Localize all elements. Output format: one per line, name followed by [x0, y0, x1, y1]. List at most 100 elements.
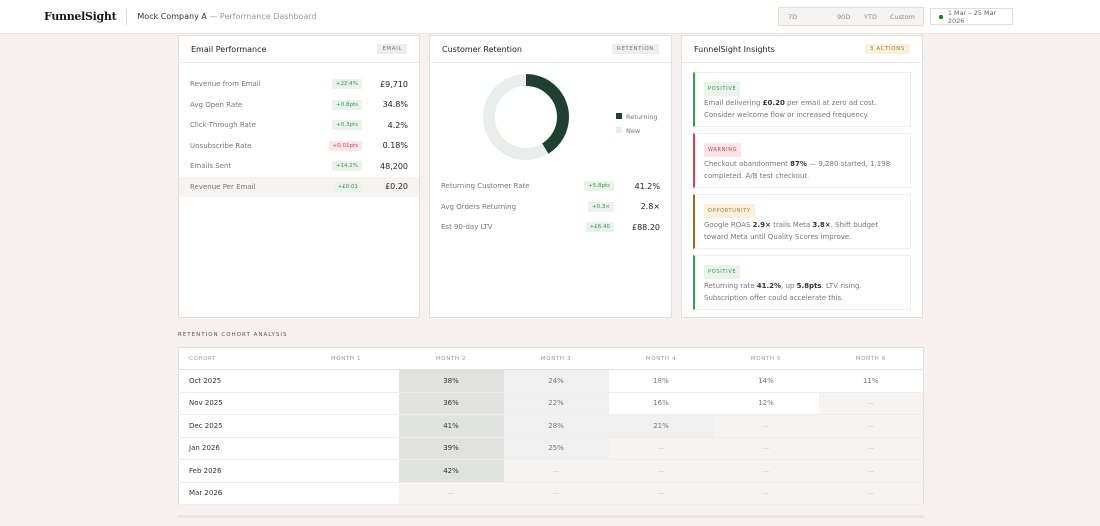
insight-text: , up [781, 282, 797, 290]
metric-label: Revenue Per Email [190, 182, 256, 191]
table-row: Nov 2025 36% 22% 16% 12% — [178, 392, 924, 415]
cohort-cell: 11% [818, 369, 924, 393]
range-90d[interactable]: 90D [837, 12, 851, 21]
metric-label: Unsubscribe Rate [190, 141, 252, 150]
metric-value: 0.18% [382, 141, 408, 151]
metric-row: Revenue Per Email +£0.01 £0.20 [179, 176, 419, 197]
cohort-cell: — [818, 414, 924, 438]
insight-text: 5.8pts [796, 282, 822, 290]
insight-text: . LTV rising. Subscription offer could a… [704, 282, 862, 302]
delta-badge: +£6.40 [585, 222, 614, 233]
metric-value: £0.20 [385, 182, 408, 192]
card-title: Email Performance [191, 44, 267, 54]
metric-value: £9,710 [380, 79, 408, 89]
column-header: MONTH 3 [503, 347, 609, 370]
table-row: Jan 2026 39% 25% — — — [178, 437, 924, 460]
metric-label: Avg Open Rate [190, 100, 243, 109]
column-header: MONTH 5 [713, 347, 819, 370]
metric-value: 34.8% [382, 100, 408, 110]
cohort-cell: — [608, 459, 714, 483]
cohort-label: Dec 2025 [178, 414, 294, 438]
card-tag: EMAIL [377, 44, 407, 54]
date-range-picker[interactable]: 1 Mar – 25 Mar 2026 [930, 8, 1013, 25]
metric-label: Avg Orders Returning [441, 202, 517, 211]
metric-value: 48,200 [380, 161, 408, 171]
metric-label: Est 90-day LTV [441, 223, 493, 232]
column-header: MONTH 4 [608, 347, 714, 370]
metric-row: Emails Sent +14.2% 48,200 [179, 156, 419, 177]
company-name: Mock Company A [137, 12, 207, 21]
cohort-cell: — [713, 459, 819, 483]
column-header: COHORT [178, 347, 294, 370]
insight-text: — 9,280 started, 1,198 completed. A/B te… [704, 160, 891, 180]
insight-type-badge: OPPORTUNITY [704, 204, 755, 218]
cohort-cell [293, 392, 399, 415]
status-dot-icon [939, 14, 943, 19]
delta-badge: +0.8pts [332, 99, 362, 110]
metric-label: Click-Through Rate [190, 121, 256, 130]
cohort-cell: — [713, 414, 819, 438]
next-section-divider [178, 515, 924, 518]
cohort-cell: 22% [503, 392, 609, 415]
table-row: Mar 2026— — — — — [178, 482, 924, 505]
range-7d[interactable]: 7D [788, 12, 798, 21]
cohort-cell: 36% [398, 392, 504, 415]
range-custom[interactable]: Custom [890, 12, 915, 21]
cohort-cell: 21% [608, 414, 714, 438]
cohort-cell [293, 482, 399, 505]
breadcrumb: Mock Company A — Performance Dashboard [137, 12, 316, 21]
insight-text: £0.20 [762, 99, 785, 107]
delta-badge: +22.4% [331, 79, 362, 90]
donut-returning-segment [483, 74, 569, 160]
cohort-cell: — [503, 482, 609, 505]
metric-label: Revenue from Email [190, 80, 261, 89]
range-ytd[interactable]: YTD [864, 12, 877, 21]
delta-badge: +0.3pts [332, 120, 362, 131]
cohort-cell: 38% [398, 369, 504, 393]
legend-returning: Returning [626, 113, 658, 121]
metric-row: Avg Orders Returning +0.3× 2.8× [430, 197, 671, 218]
metric-label: Returning Customer Rate [441, 182, 530, 191]
cohort-cell: — [818, 437, 924, 460]
cohort-cell: 16% [608, 392, 714, 415]
insight-text: . Shift budget toward Meta until Quality… [704, 221, 879, 241]
insight-type-badge: WARNING [704, 143, 742, 157]
delta-badge: +£0.01 [333, 181, 362, 192]
cohort-cell: — [398, 482, 504, 505]
cohort-cell: 14% [713, 369, 819, 393]
cohort-label: Mar 2026 [178, 482, 294, 505]
insights-card: FunnelSight Insights 3 ACTIONS POSITIVE Em… [681, 35, 923, 318]
cohort-cell: — [503, 459, 609, 483]
metric-value: 41.2% [634, 181, 660, 191]
cohort-cell: 25% [503, 437, 609, 460]
metric-row: Avg Open Rate +0.8pts 34.8% [179, 95, 419, 116]
cohort-cell: 18% [608, 369, 714, 393]
metric-row: Est 90-day LTV +£6.40 £88.20 [430, 217, 671, 238]
legend-new: New [626, 127, 641, 135]
logo: FunnelSight [44, 8, 128, 25]
insight-type-badge: POSITIVE [704, 82, 741, 96]
cohort-cell: 28% [503, 414, 609, 438]
cohort-cell [293, 369, 399, 393]
metric-row: Returning Customer Rate +5.8pts 41.2% [430, 176, 671, 197]
cohort-cell [293, 414, 399, 438]
cohort-cell: 42% [398, 459, 504, 483]
insight-text: 41.2% [756, 282, 782, 290]
card-title: FunnelSight Insights [694, 44, 775, 54]
insight-text: Returning rate [704, 282, 757, 290]
cohort-cell: — [713, 437, 819, 460]
column-header: MONTH 2 [398, 347, 504, 370]
metric-row: Click-Through Rate +0.3pts 4.2% [179, 115, 419, 136]
top-bar: FunnelSight Mock Company A — Performance… [0, 0, 1100, 34]
insight-text: Checkout abandonment [704, 160, 791, 168]
delta-badge: +0.3× [588, 201, 614, 212]
column-header: MONTH 1 [293, 347, 399, 370]
insight-type-badge: POSITIVE [704, 265, 741, 279]
metric-value: 4.2% [387, 120, 408, 130]
metric-row: Unsubscribe Rate +0.01pts 0.18% [179, 136, 419, 157]
metric-value: £88.20 [632, 222, 660, 232]
table-row: Dec 2025 41% 28% 21% — — [178, 414, 924, 438]
actions-count-badge: 3 ACTIONS [864, 44, 910, 54]
insight-positive: POSITIVE Email delivering £0.20 per email… [693, 72, 911, 127]
table-row: Oct 2025 38% 24% 18% 14% 11% [178, 369, 924, 393]
